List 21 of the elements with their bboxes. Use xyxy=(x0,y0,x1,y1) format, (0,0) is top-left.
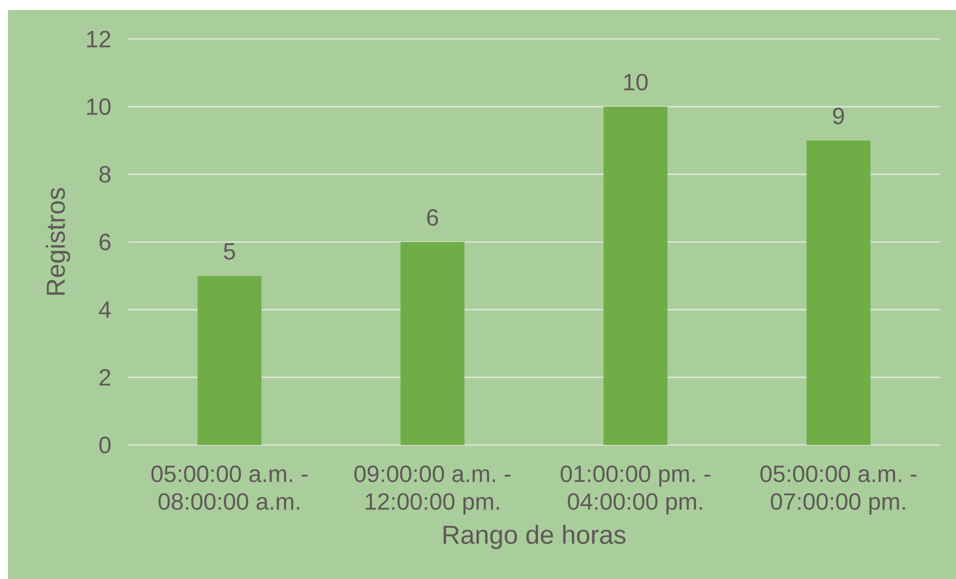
y-tick-label: 10 xyxy=(87,98,111,115)
data-label: 9 xyxy=(833,108,844,124)
x-tick-label: 05:00:00 a.m. - 08:00:00 a.m. xyxy=(151,466,308,510)
y-tick-label: 6 xyxy=(100,234,110,250)
x-tick-label: 01:00:00 pm. - 04:00:00 pm. xyxy=(560,466,710,515)
y-tick-label: 2 xyxy=(100,369,110,386)
y-tick-label: 12 xyxy=(87,30,110,48)
y-tick-label: 4 xyxy=(98,302,111,318)
bar xyxy=(400,242,464,445)
bar xyxy=(806,140,870,445)
x-axis-title: Rango de horas xyxy=(444,524,626,550)
x-tick-label: 09:00:00 a.m. - 12:00:00 pm. xyxy=(354,466,510,515)
y-tick-label: 0 xyxy=(99,436,111,454)
data-label: 10 xyxy=(624,74,648,90)
y-axis-title: Registros xyxy=(46,188,70,295)
x-tick-label: 05:00:00 a.m. - 07:00:00 pm. xyxy=(760,466,916,515)
y-tick-label: 8 xyxy=(99,166,110,183)
bar xyxy=(198,276,262,445)
data-label: 5 xyxy=(224,243,236,260)
data-label: 6 xyxy=(427,209,438,226)
bar xyxy=(604,106,668,445)
